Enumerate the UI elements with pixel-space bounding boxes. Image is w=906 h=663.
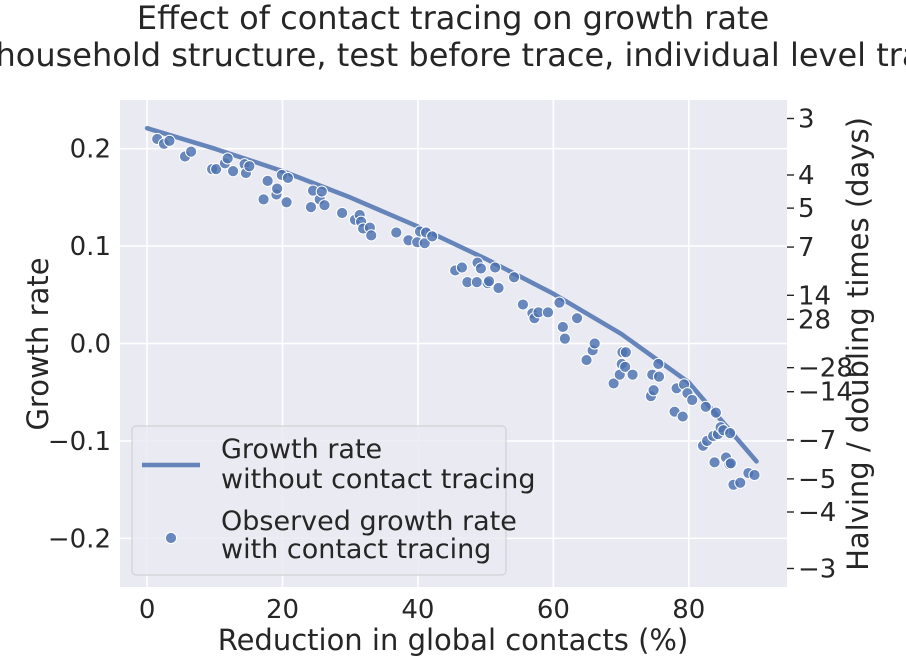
data-point <box>492 281 505 295</box>
data-point <box>163 134 176 148</box>
x-axis-label: Reduction in global contacts (%) <box>218 623 689 657</box>
data-point <box>748 468 761 482</box>
x-tick-label: 20 <box>266 595 299 625</box>
data-point <box>676 410 689 423</box>
y2-tick-label: 5 <box>798 194 815 224</box>
data-point <box>724 457 737 470</box>
data-point <box>318 199 331 212</box>
data-point <box>619 360 632 373</box>
y2-tick-label: 7 <box>798 233 815 263</box>
data-point <box>257 193 270 206</box>
data-point <box>647 384 660 397</box>
data-point <box>734 476 747 489</box>
x-tick-label: 80 <box>672 595 705 625</box>
data-point <box>556 320 569 334</box>
data-point <box>261 174 274 187</box>
y-tick-label: 0.1 <box>70 232 111 262</box>
data-point <box>336 206 349 220</box>
x-tick-label: 60 <box>537 595 570 625</box>
data-point <box>210 163 223 176</box>
y-axis-label: Growth rate <box>21 257 55 430</box>
data-point <box>570 312 584 325</box>
data-point <box>708 456 721 469</box>
data-point <box>580 353 593 367</box>
data-point <box>221 152 234 165</box>
data-point <box>304 201 318 214</box>
y2-tick-label: 4 <box>798 161 815 191</box>
data-point <box>489 261 502 274</box>
data-point <box>470 276 483 289</box>
legend-label: Growth rate <box>221 434 382 465</box>
data-point <box>508 271 521 284</box>
data-point <box>365 229 378 242</box>
x-tick-label: 40 <box>401 595 434 625</box>
y2-tick-label: −28 <box>798 354 853 384</box>
y2-tick-label: −3 <box>798 554 836 584</box>
data-point <box>281 171 295 185</box>
data-point <box>686 393 699 407</box>
data-point <box>516 298 530 311</box>
data-point <box>271 182 284 195</box>
data-point <box>541 306 555 319</box>
x-tick-label: 0 <box>139 595 156 625</box>
data-point <box>652 357 665 371</box>
data-point <box>390 226 403 239</box>
y2-tick-label: −5 <box>798 465 836 495</box>
y2-tick-label: 28 <box>798 305 831 335</box>
data-point <box>652 370 666 383</box>
data-point <box>315 185 328 198</box>
data-point <box>426 230 439 243</box>
data-point <box>626 368 639 381</box>
data-point <box>482 275 496 288</box>
data-point <box>226 165 240 178</box>
y-tick-label: −0.2 <box>48 524 111 554</box>
data-point <box>553 296 566 309</box>
data-point <box>588 337 601 350</box>
legend-box <box>131 425 507 576</box>
data-point <box>619 346 632 359</box>
chart-title: Effect of contact tracing on growth rate… <box>0 0 906 74</box>
data-point <box>280 196 293 209</box>
legend-label: without contact tracing <box>221 464 536 495</box>
y2-axis-label: Halving / doubling times (days) <box>841 117 875 571</box>
data-point <box>724 427 737 440</box>
y-tick-label: 0.2 <box>70 135 111 165</box>
data-point <box>474 262 488 275</box>
data-point <box>185 145 198 158</box>
data-point <box>607 377 620 390</box>
chart-title-line-1: Effect of contact tracing on growth rate <box>137 0 769 37</box>
legend-label: Observed growth rate <box>221 506 517 537</box>
legend-point-swatch <box>164 531 178 545</box>
chart-title-line-2: (with household structure, test before t… <box>0 36 906 74</box>
series-points-group <box>151 132 761 491</box>
y-tick-label: −0.1 <box>48 427 111 457</box>
y-tick-label: 0.0 <box>70 330 111 360</box>
x-axis-ticks: 0 20 40 60 80 <box>139 595 706 625</box>
y-axis-ticks: 0.2 0.1 0.0 −0.1 −0.2 <box>48 135 111 555</box>
data-point <box>709 406 722 419</box>
legend-label: with contact tracing <box>221 534 491 565</box>
data-point <box>243 160 256 173</box>
data-point <box>455 261 469 274</box>
y2-tick-label: 14 <box>798 281 831 311</box>
y2-tick-label: −4 <box>798 498 836 528</box>
y2-tick-label: −14 <box>798 378 853 408</box>
y2-tick-label: −7 <box>798 426 836 456</box>
data-point <box>558 332 571 345</box>
y2-tick-label: 3 <box>798 105 815 135</box>
data-point <box>699 400 712 413</box>
